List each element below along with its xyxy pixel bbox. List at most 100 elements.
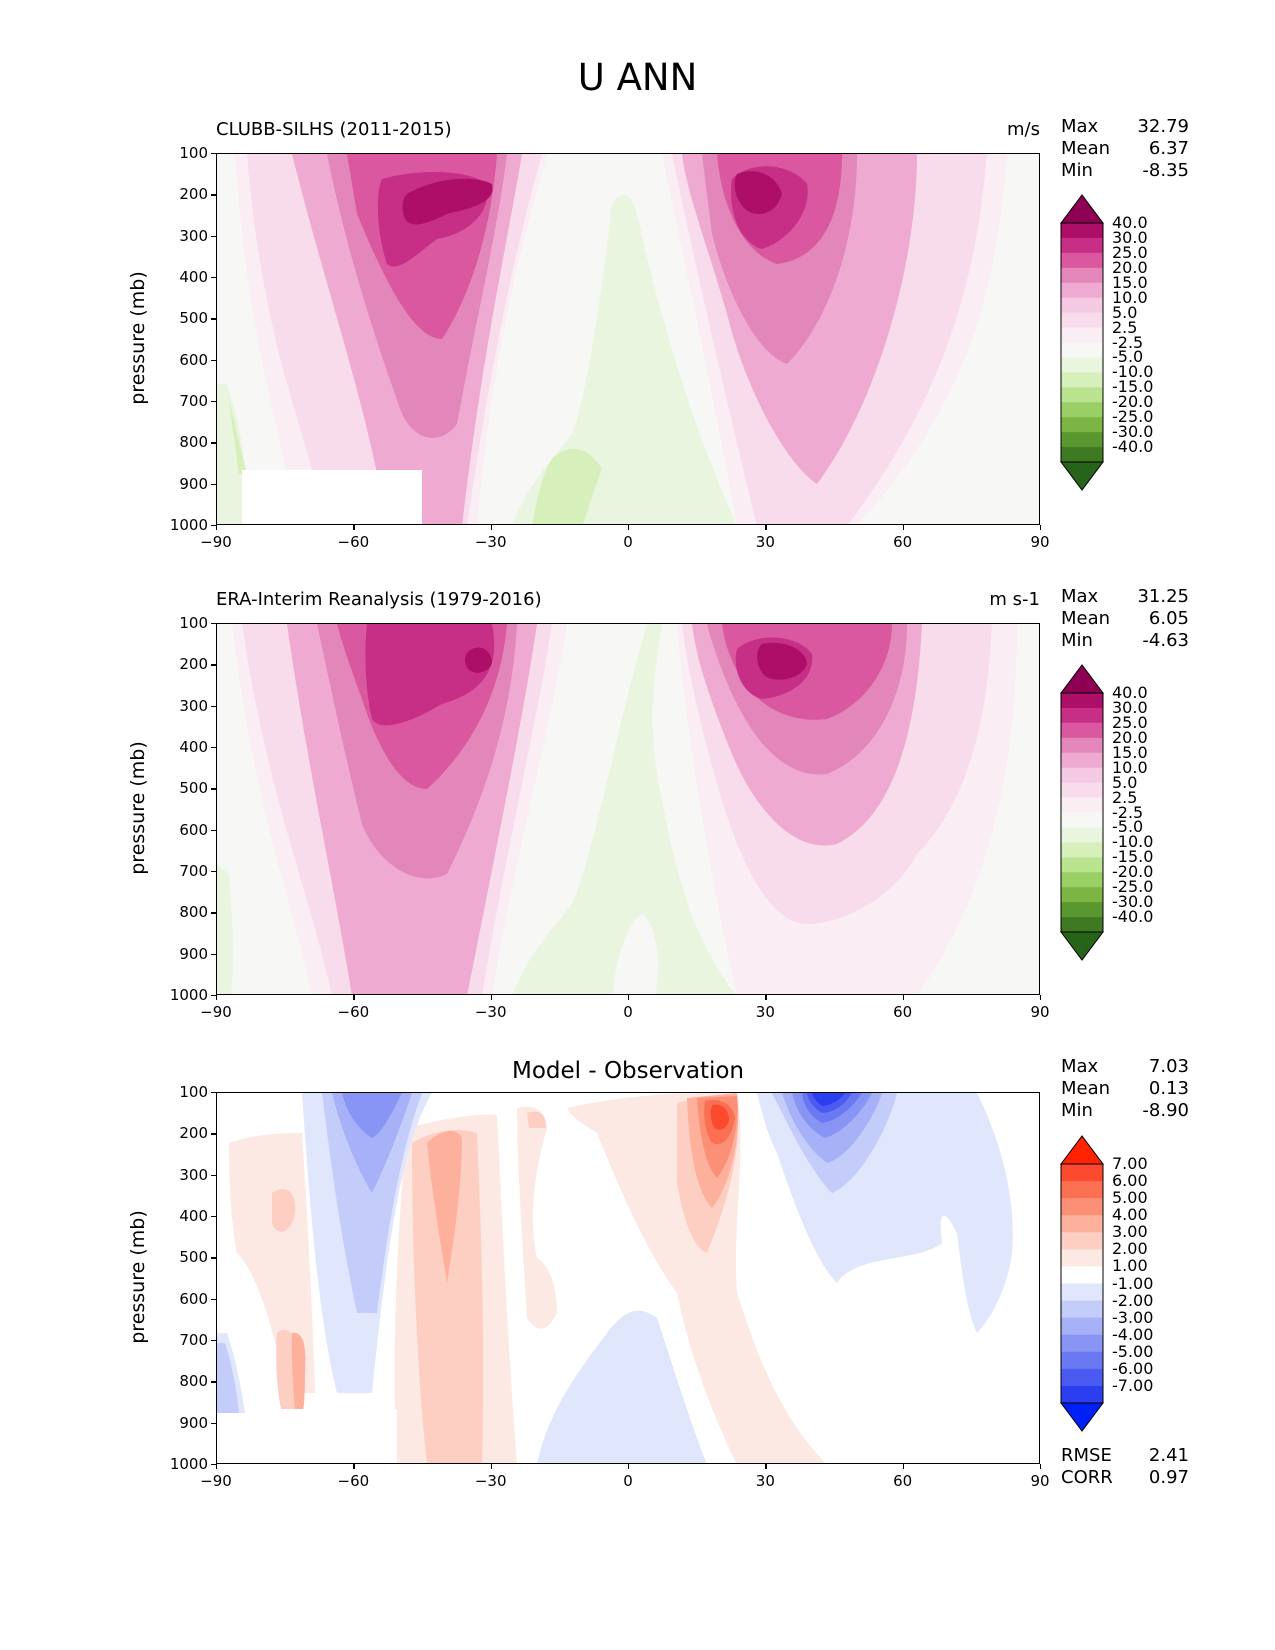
y-tick-mark	[211, 442, 216, 444]
x-tick-label: 30	[755, 1003, 775, 1021]
contour-neg7	[812, 1093, 845, 1106]
x-tick-label: −60	[337, 533, 370, 551]
y-tick-label: 300	[179, 696, 208, 715]
colorbar-tick-label: -30.0	[1112, 892, 1154, 912]
colorbar-segment	[1061, 1249, 1103, 1267]
contour-mask-eq	[612, 914, 659, 994]
panel3-extra-stats: RMSE 2.41 CORR 0.97	[1061, 1445, 1189, 1489]
colorbar-segment	[1061, 872, 1103, 888]
x-tick-label: −90	[200, 1472, 232, 1490]
stat-row: Min -4.63	[1061, 630, 1189, 651]
y-tick-mark	[211, 235, 216, 237]
y-tick-mark	[211, 277, 216, 279]
colorbar-segment	[1061, 1317, 1103, 1336]
x-tick-label: 30	[755, 1472, 775, 1490]
colorbar-svg	[1060, 194, 1104, 491]
y-tick-label: 700	[179, 862, 208, 880]
y-tick-label: 700	[179, 1331, 208, 1349]
x-tick-mark	[628, 1464, 630, 1469]
panel2-stats: Max 31.25 Mean 6.05 Min -4.63	[1061, 586, 1189, 652]
contour-neg2.5	[217, 195, 737, 524]
x-tick-label: 90	[1030, 1003, 1050, 1021]
x-tick-mark	[765, 995, 767, 1000]
panel1-colorbar	[1060, 194, 1104, 491]
y-tick-label: 600	[179, 350, 208, 369]
colorbar-segment	[1061, 1215, 1103, 1233]
y-tick-mark	[211, 747, 216, 749]
colorbar-segment	[1061, 767, 1103, 784]
y-axis-label: pressure (mb)	[127, 271, 149, 405]
colorbar-tick-label: 30.0	[1112, 227, 1148, 247]
colorbar-tick-label: -30.0	[1112, 422, 1154, 442]
colorbar-segment	[1061, 447, 1103, 463]
y-tick-label: 800	[179, 903, 208, 922]
contour-neg1	[217, 1093, 1013, 1463]
x-tick-label: −30	[474, 1472, 507, 1490]
x-tick-mark	[1040, 525, 1042, 530]
y-tick-mark	[211, 912, 216, 914]
colorbar-segment	[1061, 842, 1103, 858]
colorbar-segment	[1061, 1351, 1103, 1370]
x-tick-mark	[490, 1464, 492, 1469]
y-tick-label: 200	[179, 655, 208, 674]
x-tick-mark	[1040, 995, 1042, 1000]
x-tick-label: 0	[623, 533, 633, 551]
x-tick-mark	[902, 995, 904, 1000]
colorbar-segment	[1061, 223, 1103, 239]
x-tick-label: −30	[474, 1003, 507, 1021]
y-tick-mark	[211, 953, 216, 955]
colorbar-segment	[1061, 282, 1103, 299]
colorbar-extend-top	[1060, 664, 1104, 694]
y-tick-mark	[211, 1174, 216, 1176]
colorbar-segment	[1061, 707, 1103, 724]
contour-neg2	[217, 1093, 897, 1413]
y-tick-mark	[211, 525, 216, 527]
stat-row: CORR 0.97	[1061, 1467, 1189, 1488]
colorbar-tick-label: 40.0	[1112, 213, 1148, 232]
x-tick-label: 90	[1030, 533, 1050, 551]
missing-data	[242, 470, 422, 524]
y-tick-label: 500	[179, 309, 208, 328]
y-tick-mark	[211, 483, 216, 485]
x-tick-mark	[353, 525, 355, 530]
missing-data	[247, 1409, 397, 1463]
y-tick-label: 300	[179, 226, 208, 245]
colorbar-tick-label: -10.0	[1112, 832, 1154, 852]
y-tick-label: 800	[179, 433, 208, 452]
colorbar-segment	[1061, 372, 1103, 388]
colorbar-segment	[1061, 1283, 1103, 1302]
y-tick-mark	[211, 1381, 216, 1383]
colorbar-segment	[1061, 417, 1103, 433]
x-tick-label: −30	[474, 533, 507, 551]
y-tick-label: 1000	[169, 516, 208, 534]
colorbar-segment	[1061, 432, 1103, 448]
colorbar-tick-label: 30.0	[1112, 697, 1148, 717]
panel3-title: Model - Observation	[511, 1058, 745, 1084]
x-tick-mark	[353, 1464, 355, 1469]
y-tick-label: 1000	[169, 1455, 208, 1473]
stat-row: Max 7.03	[1061, 1056, 1189, 1077]
x-tick-mark	[628, 525, 630, 530]
colorbar-tick-label: 4.00	[1112, 1205, 1148, 1225]
panel3-contour-plot	[216, 1092, 1040, 1464]
stat-row: Max 32.79	[1061, 116, 1189, 137]
colorbar-tick-label: 25.0	[1112, 242, 1148, 262]
stat-row: Mean 6.37	[1061, 138, 1189, 159]
contour-neg2.5	[217, 624, 736, 994]
contour-neg5	[229, 399, 602, 524]
y-tick-mark	[211, 401, 216, 403]
colorbar-tick-label: -25.0	[1112, 407, 1154, 427]
panel3-colorbar	[1060, 1135, 1104, 1432]
y-tick-label: 1000	[169, 986, 208, 1004]
colorbar-segment	[1061, 812, 1103, 828]
stat-row: Mean 0.13	[1061, 1078, 1189, 1099]
x-tick-mark	[1040, 1464, 1042, 1469]
y-tick-mark	[211, 194, 216, 196]
colorbar-segment	[1061, 693, 1103, 709]
y-tick-label: 800	[179, 1372, 208, 1391]
y-tick-label: 600	[179, 820, 208, 839]
y-tick-label: 400	[179, 738, 208, 756]
figure-title: U ANN	[577, 56, 698, 99]
x-tick-label: 60	[893, 533, 913, 551]
colorbar-tick-label: -15.0	[1112, 377, 1154, 397]
